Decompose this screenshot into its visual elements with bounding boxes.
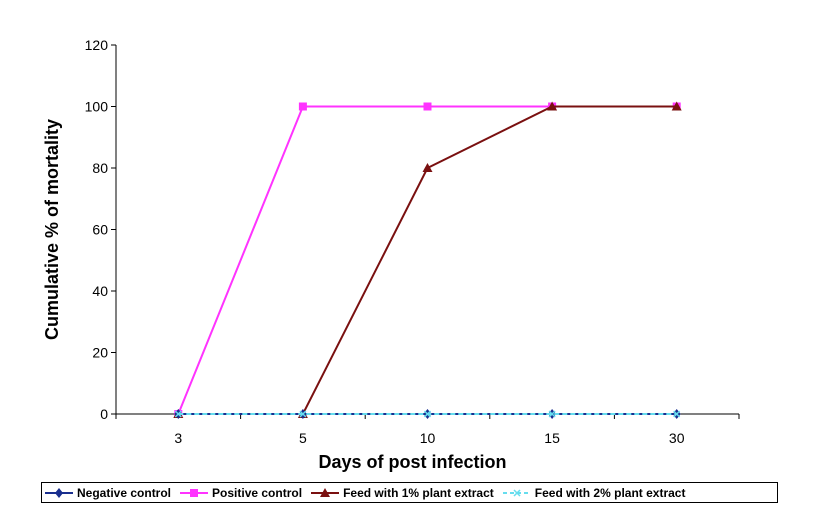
legend-swatch-positive-control <box>180 488 209 497</box>
legend-marker <box>320 487 331 497</box>
y-tick-label: 80 <box>92 160 108 176</box>
legend-swatch-feed-with-1-plant-extract <box>311 487 340 497</box>
data-point-feed-with-2-plant-extract <box>548 410 556 418</box>
legend-marker <box>190 488 199 497</box>
legend-swatch-negative-control <box>45 487 73 498</box>
legend-item-feed-with-2-plant-extract: Feed with 2% plant extract <box>502 485 686 500</box>
y-tick-label: 20 <box>92 345 108 361</box>
x-marker-stroke <box>548 410 556 418</box>
legend-label: Negative control <box>77 485 172 500</box>
x-marker-stroke <box>299 410 307 418</box>
y-tick-label: 120 <box>85 37 109 53</box>
x-tick-label: 5 <box>299 430 307 446</box>
legend-label: Feed with 2% plant extract <box>534 485 686 500</box>
legend-marker <box>513 488 521 497</box>
series-line-feed-with-1-plant-extract <box>178 105 677 415</box>
data-point-feed-with-2-plant-extract <box>673 410 681 418</box>
legend-item-positive-control: Positive control <box>179 486 302 500</box>
x-tick-label: 30 <box>669 430 685 446</box>
x-tick-label: 3 <box>174 430 182 446</box>
data-point-positive-control <box>423 102 432 111</box>
y-tick-label: 40 <box>92 283 108 299</box>
series-line-positive-control <box>177 105 677 415</box>
legend-label: Feed with 1% plant extract <box>343 485 494 500</box>
x-tick-label: 15 <box>544 430 560 446</box>
data-point-feed-with-1-plant-extract <box>547 101 558 111</box>
data-point-feed-with-1-plant-extract <box>422 163 433 172</box>
legend-item-negative-control: Negative control <box>44 486 171 500</box>
x-marker-stroke <box>513 488 521 497</box>
x-axis-label: Days of post infection <box>318 452 506 472</box>
y-tick-label: 100 <box>85 99 109 115</box>
legend-marker <box>55 487 63 498</box>
x-tick-label: 10 <box>420 430 436 446</box>
y-axis-label: Cumulative % of mortality <box>42 119 62 340</box>
data-point-feed-with-2-plant-extract <box>174 410 182 418</box>
legend: Negative control Positive control Feed wit… <box>41 482 778 503</box>
data-point-feed-with-1-plant-extract <box>671 101 682 111</box>
legend-item-feed-with-1-plant-extract: Feed with 1% plant extract <box>310 486 494 500</box>
legend-label: Positive control <box>212 485 303 500</box>
x-marker-stroke <box>174 410 182 418</box>
chart: 0 20 40 60 80 100 120 3 5 10 15 30 Days of post infe… <box>42 37 740 472</box>
x-marker-stroke <box>673 410 681 418</box>
legend-swatch-feed-with-2-plant-extract <box>502 488 531 497</box>
data-point-feed-with-2-plant-extract <box>299 410 307 418</box>
x-marker-stroke <box>423 410 432 418</box>
data-point-positive-control <box>298 102 307 111</box>
data-point-feed-with-2-plant-extract <box>423 410 432 418</box>
y-tick-label: 60 <box>92 222 108 238</box>
y-tick-label: 0 <box>100 406 108 422</box>
